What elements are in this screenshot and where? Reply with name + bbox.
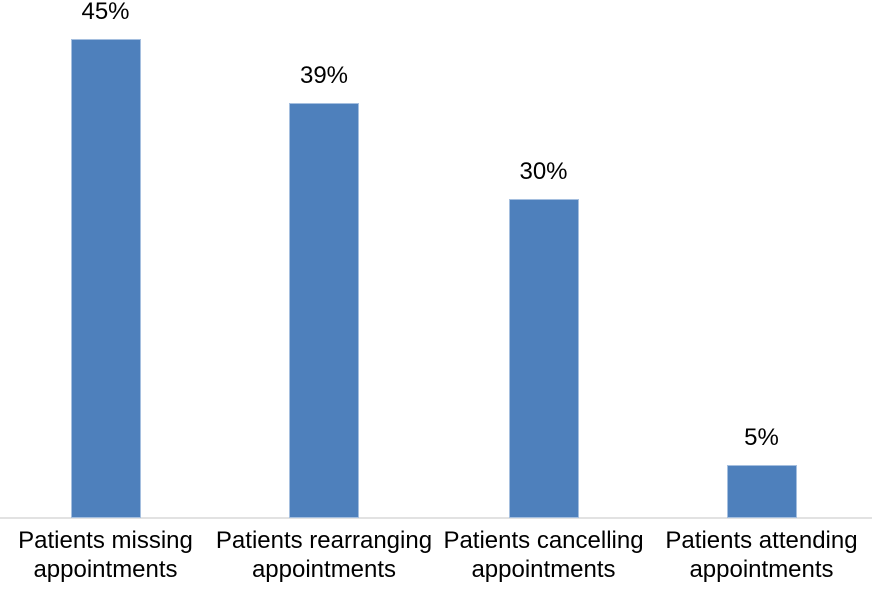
x-axis-line — [0, 517, 872, 519]
x-axis-category-label: Patients attending appointments — [665, 527, 858, 583]
x-axis-category-label: Patients cancelling appointments — [443, 527, 644, 583]
x-axis-category-label: Patients rearranging appointments — [215, 527, 433, 583]
bar — [289, 103, 359, 518]
bar-value-label: 5% — [744, 424, 779, 451]
bar-value-label: 30% — [519, 158, 568, 185]
bar — [508, 199, 579, 518]
bar — [70, 39, 141, 518]
x-axis-category-label: Patients missing appointments — [18, 527, 193, 583]
bar — [726, 465, 797, 518]
bar-value-label: 39% — [299, 62, 349, 89]
bar-value-label: 45% — [81, 0, 130, 25]
